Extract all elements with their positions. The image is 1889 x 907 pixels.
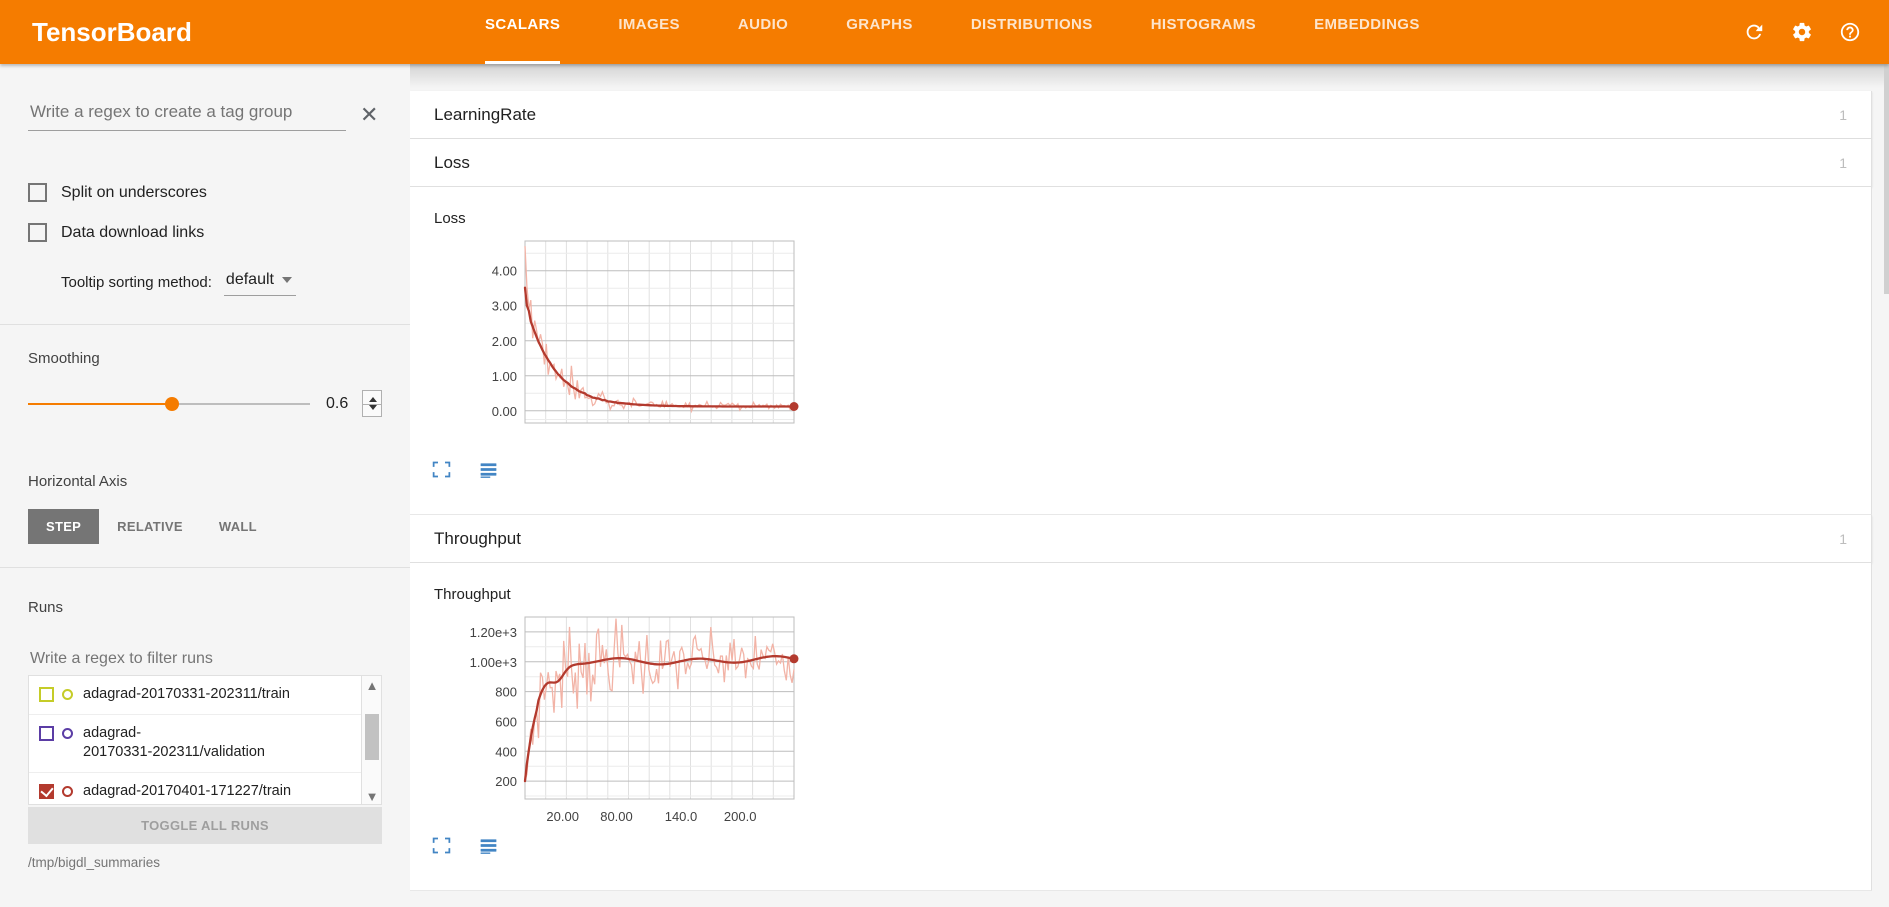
svg-text:3.00: 3.00	[492, 299, 517, 314]
svg-text:1.00e+3: 1.00e+3	[470, 655, 517, 670]
svg-text:1.00: 1.00	[492, 369, 517, 384]
svg-text:140.0: 140.0	[665, 809, 698, 824]
svg-text:400: 400	[495, 744, 517, 759]
svg-text:200.0: 200.0	[724, 809, 757, 824]
svg-text:4.00: 4.00	[492, 264, 517, 279]
svg-text:600: 600	[495, 714, 517, 729]
svg-text:800: 800	[495, 685, 517, 700]
svg-text:80.00: 80.00	[600, 809, 633, 824]
svg-text:0.00: 0.00	[492, 404, 517, 419]
svg-text:2.00: 2.00	[492, 334, 517, 349]
svg-text:20.00: 20.00	[546, 809, 579, 824]
svg-text:200: 200	[495, 774, 517, 789]
svg-text:1.20e+3: 1.20e+3	[470, 625, 517, 640]
